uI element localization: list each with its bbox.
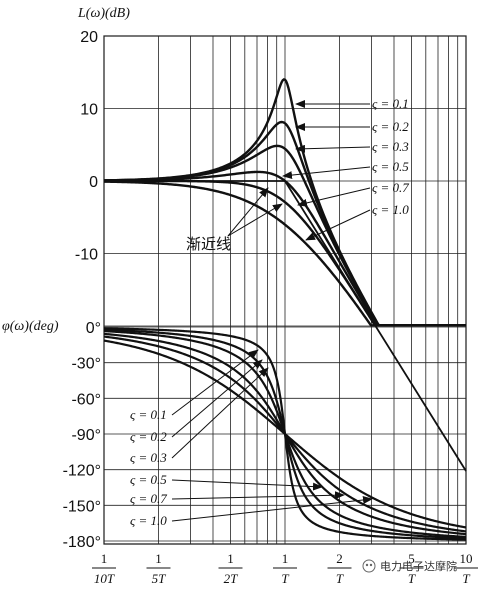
asymptote-arrow	[227, 203, 283, 237]
asymptote-annotation: 渐近线	[186, 235, 231, 253]
magnitude-series-label: ς = 0.2	[372, 119, 409, 134]
x-tick-denominator: T	[281, 571, 289, 586]
x-tick-label: 5T	[399, 551, 424, 586]
phase-tick-label: -120°	[63, 463, 101, 480]
x-tick-label: 15T	[146, 551, 171, 586]
label-arrows: ς = 0.1 ς = 0.2 ς = 0.3 ς = 0.5 ς = 0.7 ς = 1…	[130, 96, 409, 528]
phase-tick-label: -90°	[71, 427, 101, 444]
magnitude-series-label: ς = 0.7	[372, 180, 409, 195]
phase-series-label: ς = 0.1	[130, 407, 167, 422]
magnitude-series-label: ς = 0.1	[372, 96, 409, 111]
magnitude-tick-label: 0	[89, 174, 98, 191]
magnitude-tick-label: 20	[80, 29, 98, 46]
magnitude-label-arrow	[282, 166, 371, 180]
magnitude-series-label: ς = 0.5	[372, 159, 409, 174]
x-tick-denominator: T	[408, 571, 416, 586]
x-tick-numerator: 1	[101, 551, 108, 566]
magnitude-label-arrow	[295, 144, 371, 153]
phase-tick-label: -180°	[63, 534, 101, 551]
magnitude-tick-label: 10	[80, 102, 98, 119]
x-tick-denominator: 10T	[94, 571, 115, 586]
asymptote-arrow	[227, 187, 269, 237]
x-tick-denominator: T	[336, 571, 344, 586]
grid	[103, 35, 467, 544]
phase-tick-label: 0°	[86, 320, 101, 337]
x-tick-label: 12T	[218, 551, 243, 586]
phase-label-arrow	[171, 479, 323, 491]
x-tick-numerator: 1	[155, 551, 162, 566]
magnitude-series-label: ς = 0.3	[372, 139, 409, 154]
curves	[103, 78, 467, 541]
phase-axis-title: φ(ω)(deg)	[2, 319, 59, 334]
x-tick-label: 1T	[273, 551, 297, 586]
y-tick-labels: 20 10 0 -10 0° -30° -60° -90° -120° -150° -180°	[63, 29, 101, 551]
watermark-icon	[362, 559, 376, 573]
phase-series-label: ς = 0.5	[130, 472, 167, 487]
x-tick-numerator: 2	[336, 551, 343, 566]
phase-label-arrow	[171, 367, 269, 459]
phase-tick-label: -60°	[71, 391, 101, 408]
magnitude-tick-label: -10	[75, 247, 98, 264]
phase-label-arrow	[171, 491, 345, 500]
x-tick-label: 10 T	[454, 551, 478, 586]
x-tick-label: 2T	[327, 551, 352, 586]
phase-series-label: ς = 0.7	[130, 491, 167, 506]
phase-series-label: ς = 0.2	[130, 429, 167, 444]
magnitude-series-label: ς = 1.0	[372, 202, 409, 217]
x-tick-denominator: 2T	[224, 571, 239, 586]
x-tick-numerator: 5	[408, 551, 415, 566]
phase-tick-label: -30°	[71, 356, 101, 373]
magnitude-curve	[103, 180, 466, 327]
asymptote-line	[104, 180, 467, 472]
phase-label-arrow	[171, 496, 373, 522]
magnitude-label-arrow	[297, 187, 371, 207]
phase-series-label: ς = 0.3	[130, 450, 167, 465]
x-tick-numerator: 1	[227, 551, 234, 566]
watermark-text: 电力电子达摩院	[380, 559, 457, 573]
x-tick-denominator: T	[462, 571, 470, 586]
x-tick-numerator: 1	[282, 551, 289, 566]
phase-label-arrow	[171, 349, 259, 416]
phase-tick-label: -150°	[63, 498, 101, 515]
phase-label-arrow	[171, 359, 263, 438]
magnitude-axis-title: L(ω)(dB)	[77, 6, 130, 21]
phase-curve	[103, 339, 467, 529]
magnitude-label-arrow	[305, 209, 371, 241]
phase-series-label: ς = 1.0	[130, 513, 167, 528]
x-tick-numerator: 10	[460, 551, 473, 566]
x-tick-denominator: 5T	[152, 571, 167, 586]
